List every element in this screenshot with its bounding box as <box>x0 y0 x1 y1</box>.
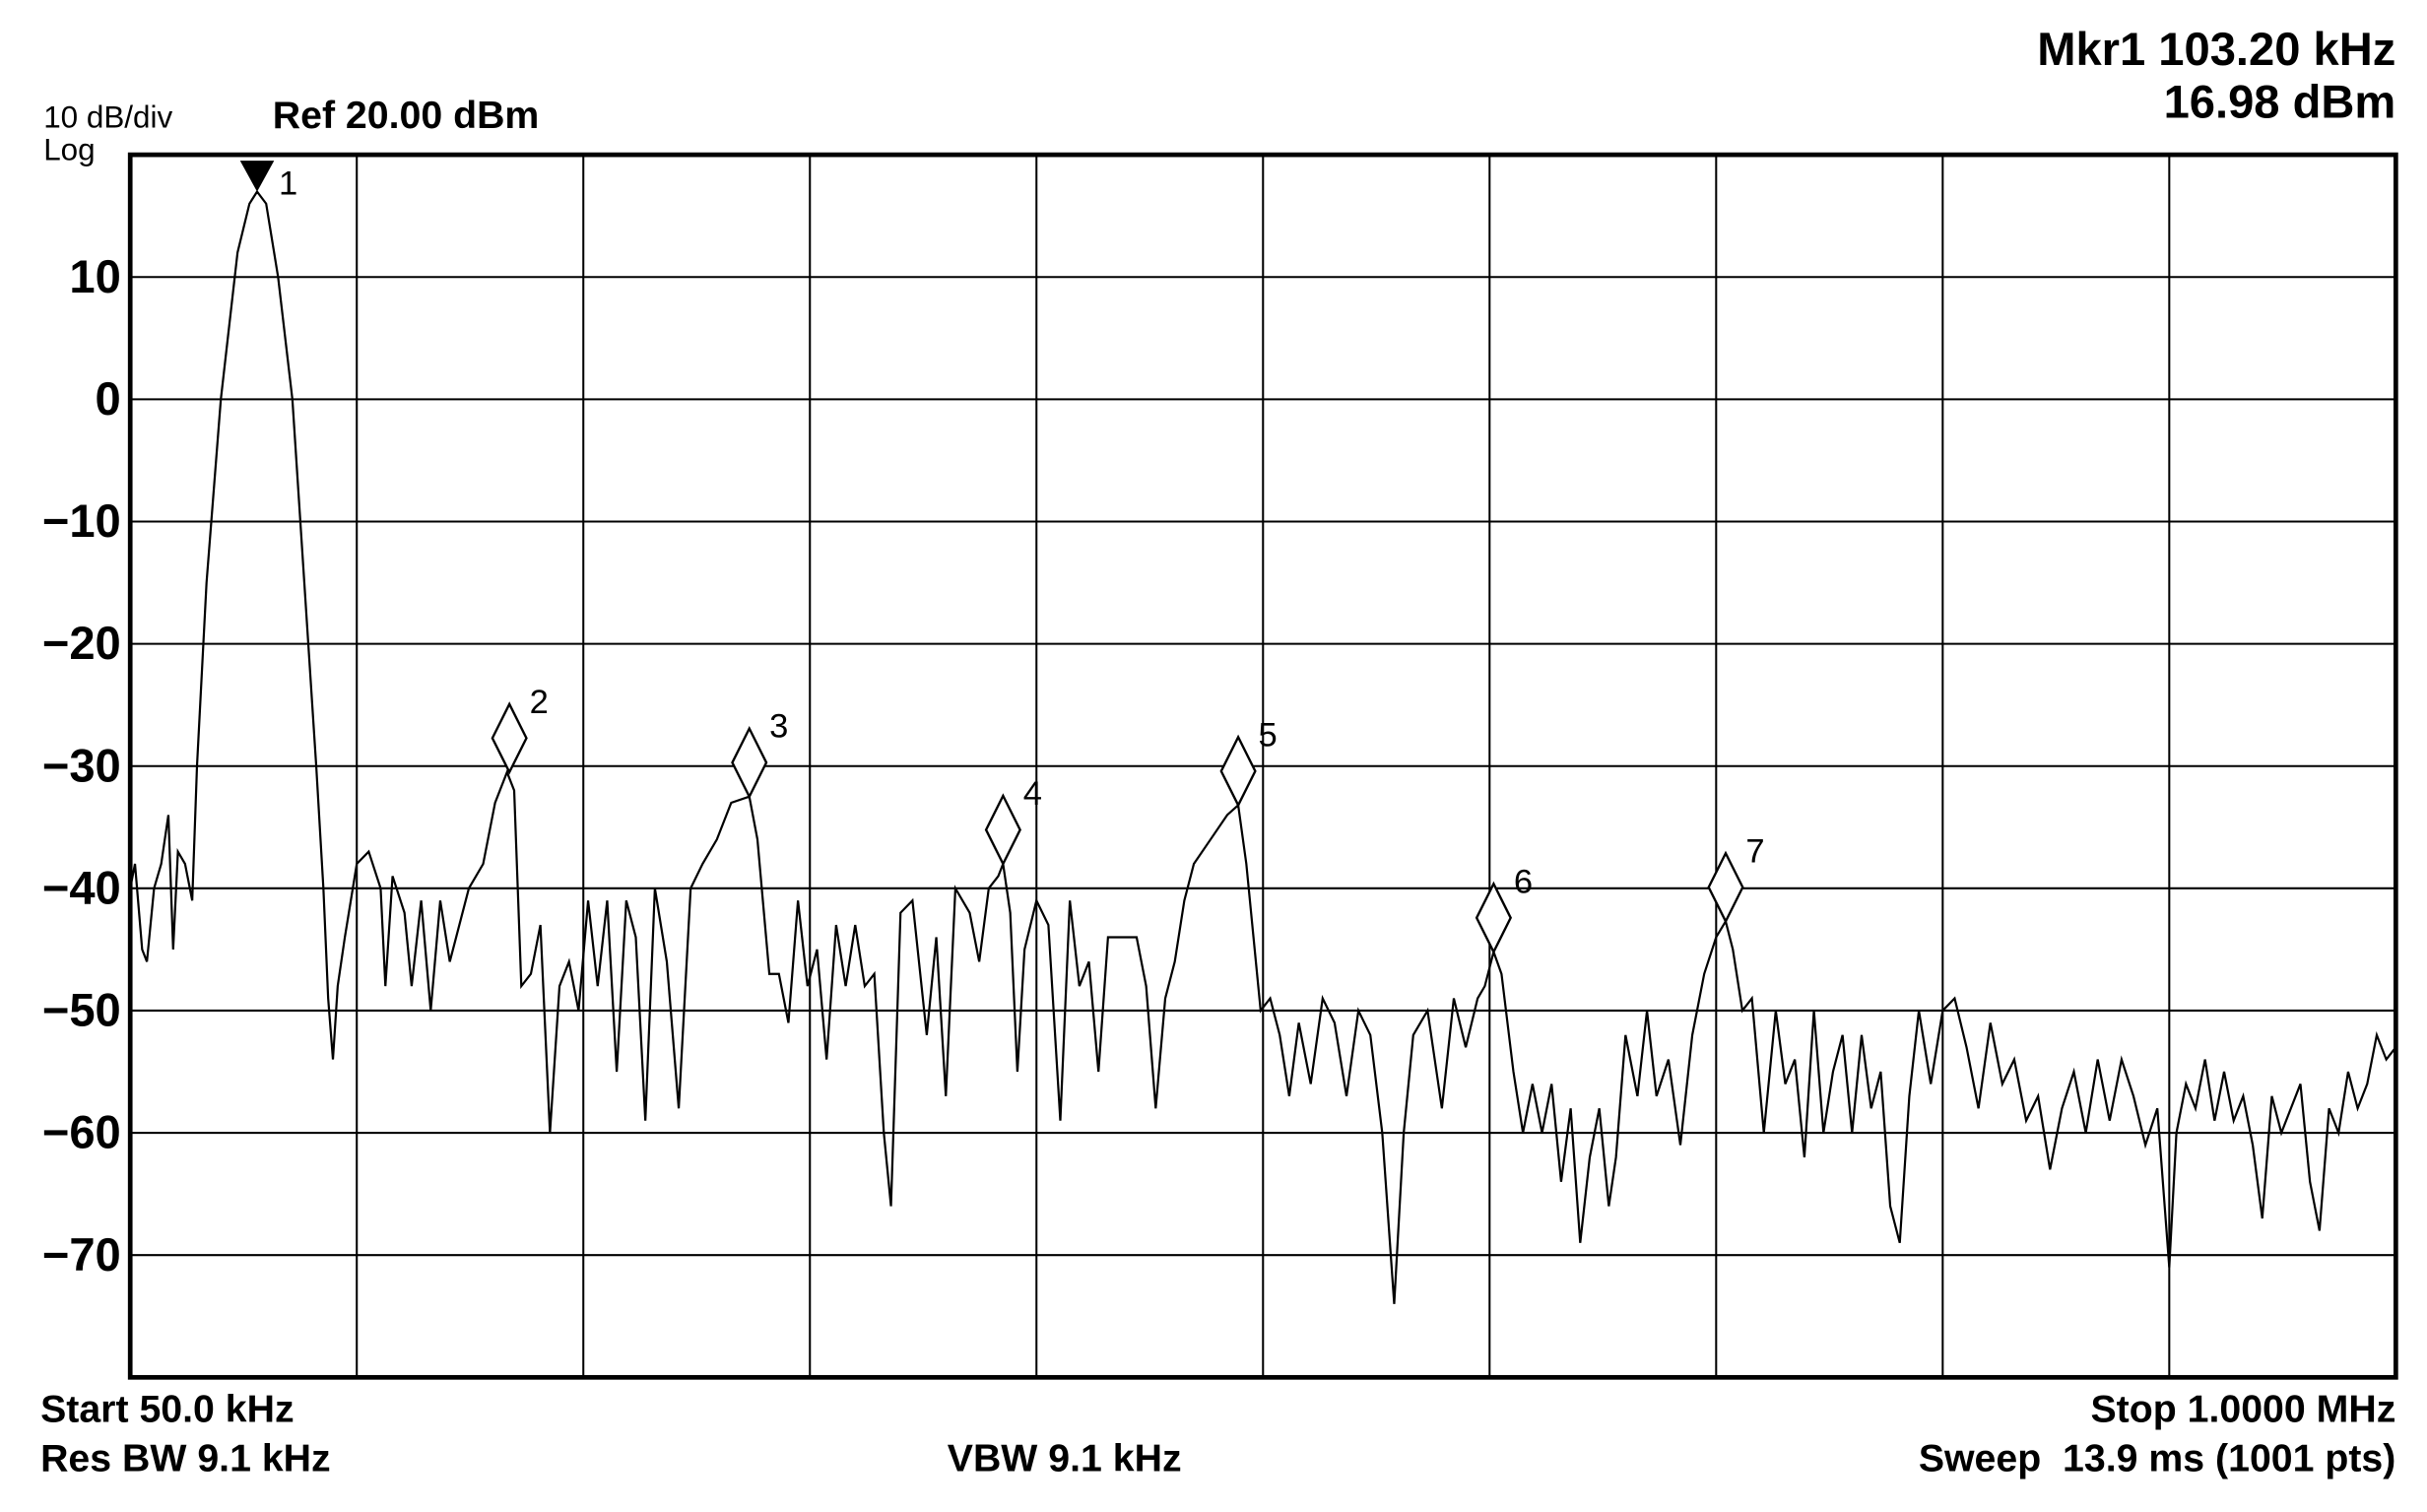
stop-label: Stop 1.0000 MHz <box>2090 1387 2395 1430</box>
scale-type: Log <box>43 132 95 166</box>
vbw-label: VBW 9.1 kHz <box>948 1437 1182 1480</box>
marker-readout-freq: Mkr1 103.20 kHz <box>2037 23 2395 75</box>
trace <box>129 189 2397 1304</box>
y-tick-label: 10 <box>69 250 120 302</box>
marker <box>491 701 528 775</box>
active-marker <box>239 161 275 192</box>
y-tick-label: −70 <box>42 1228 121 1281</box>
y-tick-label: −10 <box>42 494 121 547</box>
plot-frame <box>127 152 2398 1380</box>
marker <box>1707 850 1744 924</box>
y-tick-label: −30 <box>42 739 121 791</box>
y-tick-label: −20 <box>42 617 121 669</box>
marker-readout-amp: 16.98 dBm <box>2164 75 2396 127</box>
marker-label: 1 <box>279 164 297 202</box>
marker-label: 6 <box>1514 863 1533 900</box>
marker-label: 2 <box>530 684 549 721</box>
start-label: Start 50.0 kHz <box>40 1387 295 1430</box>
marker-label: 5 <box>1259 716 1278 754</box>
marker <box>1475 881 1513 955</box>
marker-label: 3 <box>769 708 788 746</box>
marker <box>984 793 1021 867</box>
y-tick-label: 0 <box>96 372 121 425</box>
marker-label: 4 <box>1023 775 1042 813</box>
y-tick-label: −50 <box>42 984 121 1036</box>
ref-label: Ref 20.00 dBm <box>273 94 540 137</box>
marker-label: 7 <box>1745 832 1764 870</box>
sweep-label: Sweep 13.9 ms (1001 pts) <box>1919 1437 2396 1480</box>
rbw-label: Res BW 9.1 kHz <box>40 1437 331 1480</box>
marker <box>1219 734 1257 809</box>
marker <box>731 725 768 800</box>
scale-label: 10 dB/div <box>43 99 172 134</box>
y-tick-label: −60 <box>42 1106 121 1158</box>
y-tick-label: −40 <box>42 861 121 913</box>
